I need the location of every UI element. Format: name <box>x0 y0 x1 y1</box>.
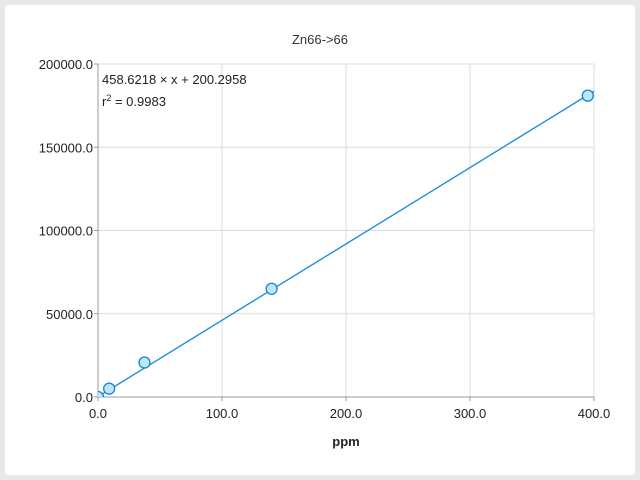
y-tick-label: 100000.0 <box>39 224 93 239</box>
regression-line <box>97 90 595 398</box>
grid <box>98 63 595 397</box>
x-tick-label: 100.0 <box>206 406 239 421</box>
data-point <box>138 356 151 369</box>
y-tick-label: 200000.0 <box>39 57 93 72</box>
chart-title: Zn66->66 <box>292 32 348 47</box>
r-squared-value: = 0.9983 <box>111 94 166 109</box>
x-tick-label: 400.0 <box>578 406 611 421</box>
y-tick-label: 50000.0 <box>46 307 93 322</box>
data-point <box>98 390 105 397</box>
y-tick-label: 0.0 <box>75 390 93 405</box>
data-point <box>581 89 594 102</box>
x-tick-label: 300.0 <box>454 406 487 421</box>
axes <box>94 63 595 401</box>
r-squared-superscript: 2 <box>106 93 111 103</box>
y-tick-labels: 0.0 50000.0 100000.0 150000.0 200000.0 <box>39 57 93 405</box>
data-point <box>265 282 278 295</box>
data-points <box>98 89 594 397</box>
fit-equation: 458.6218 × x + 200.2958 <box>102 72 247 87</box>
x-axis-label: ppm <box>332 434 359 449</box>
x-tick-labels: 0.0 100.0 200.0 300.0 400.0 <box>89 406 610 421</box>
r-squared-symbol: r <box>102 94 107 109</box>
r-squared: r2 = 0.9983 <box>102 93 166 109</box>
data-point <box>103 382 116 395</box>
x-tick-label: 200.0 <box>330 406 363 421</box>
x-tick-label: 0.0 <box>89 406 107 421</box>
y-tick-label: 150000.0 <box>39 140 93 155</box>
